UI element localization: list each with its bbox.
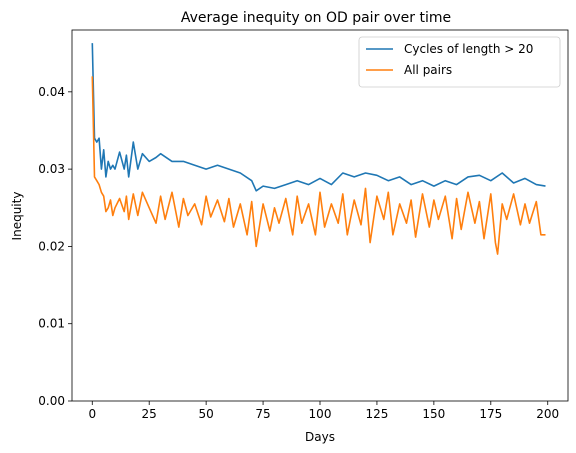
y-tick-label: 0.03 <box>38 162 65 176</box>
legend-box <box>358 36 561 88</box>
x-tick-label: 50 <box>198 407 213 421</box>
x-tick-label: 0 <box>88 407 96 421</box>
x-tick-label: 150 <box>422 407 445 421</box>
y-tick-label: 0.04 <box>38 85 65 99</box>
y-tick-label: 0.01 <box>38 317 65 331</box>
series-line-1 <box>91 76 546 255</box>
series-line-0 <box>91 43 546 192</box>
x-tick-label: 100 <box>309 407 332 421</box>
x-axis: 0 25 50 75 100 125 150 175 200 <box>88 401 559 421</box>
legend: Cycles of length > 20 All pairs <box>358 36 561 88</box>
legend-label-series-0: Cycles of length > 20 <box>404 42 533 56</box>
x-tick-label: 75 <box>255 407 270 421</box>
y-axis: 0.00 0.01 0.02 0.03 0.04 <box>38 85 72 408</box>
x-axis-label: Days <box>305 430 335 444</box>
x-tick-label: 25 <box>142 407 157 421</box>
chart-title: Average inequity on OD pair over time <box>181 10 451 26</box>
y-tick-label: 0.00 <box>38 394 65 408</box>
y-axis-label: Inequity <box>10 192 24 241</box>
x-tick-label: 125 <box>365 407 388 421</box>
y-tick-label: 0.02 <box>38 239 65 253</box>
plot-area <box>91 43 546 255</box>
x-tick-label: 175 <box>479 407 502 421</box>
legend-label-series-1: All pairs <box>404 63 452 77</box>
x-tick-label: 200 <box>536 407 559 421</box>
